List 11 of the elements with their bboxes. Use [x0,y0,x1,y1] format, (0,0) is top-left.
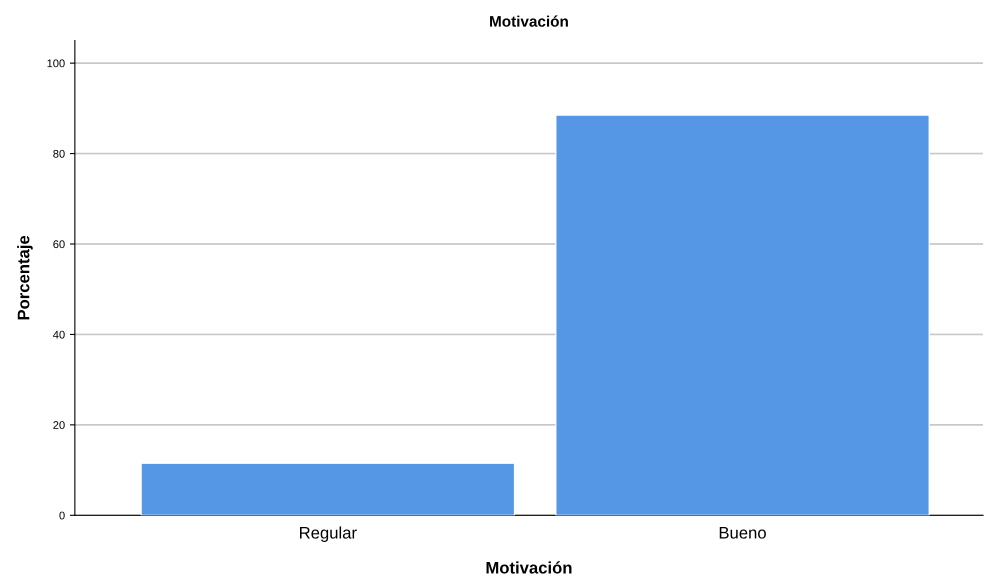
chart-title: Motivación [490,15,568,27]
y-tick-label: 80 [53,150,65,158]
y-axis-title: Porcentaje [17,236,33,320]
y-tick-label: 100 [47,59,65,68]
x-tick-label: Regular [300,526,357,542]
x-tick-label: Bueno [720,527,766,539]
y-tick-label: 40 [53,330,65,339]
y-tick-label: 60 [53,240,65,248]
x-axis-title: Motivación [486,561,572,574]
y-tick-label: 0 [59,512,65,520]
y-tick-label: 20 [53,421,65,430]
